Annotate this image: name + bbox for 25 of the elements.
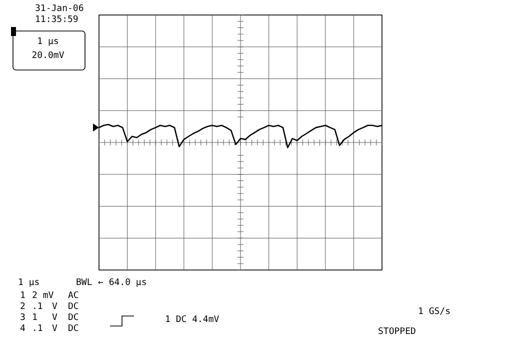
text: DC	[68, 324, 79, 334]
text: 2	[20, 302, 26, 312]
text: 1 μs	[18, 278, 40, 288]
chart-subtitle: 11:35:59	[35, 15, 78, 25]
text: 3	[20, 313, 26, 323]
text: 1 GS/s	[418, 307, 451, 317]
text: V	[52, 324, 58, 334]
text: DC	[68, 302, 79, 312]
text: 20.0mV	[32, 51, 65, 61]
text: 2 mV	[32, 291, 54, 301]
text: 1 μs	[37, 37, 59, 47]
chart-title: 31-Jan-06	[35, 4, 84, 14]
text: BWL	[76, 278, 92, 288]
text: .1	[32, 302, 43, 312]
text: 1	[20, 291, 26, 301]
text: 1 DC 4.4mV	[165, 315, 220, 325]
text: ← 64.0 μs	[98, 278, 147, 288]
text: V	[52, 313, 58, 323]
text: 4	[20, 324, 26, 334]
text: .1	[32, 324, 43, 334]
text: 1	[32, 313, 38, 323]
text: DC	[68, 313, 79, 323]
text: STOPPED	[378, 327, 416, 337]
text: AC	[68, 291, 79, 301]
text: V	[52, 302, 58, 312]
